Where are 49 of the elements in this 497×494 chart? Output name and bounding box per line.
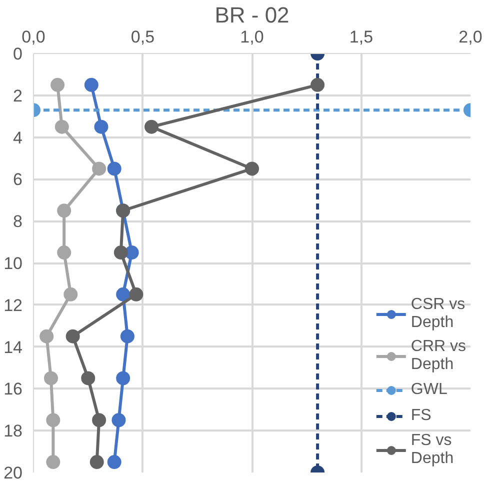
point: [129, 287, 144, 302]
chart-title: BR - 02: [214, 2, 290, 28]
x-tick-label: 1,0: [240, 28, 264, 46]
point: [310, 78, 325, 92]
y-tick-label: 8: [13, 212, 23, 232]
point: [245, 162, 259, 176]
point: [120, 329, 134, 344]
point: [50, 78, 65, 92]
point: [57, 204, 72, 218]
x-tick-label: 1,5: [349, 28, 374, 46]
legend-label: FS: [410, 407, 432, 425]
x-tick-label: 0,0: [22, 28, 46, 46]
legend-label: GWL: [410, 381, 448, 399]
point: [114, 246, 128, 260]
y-tick-label: 2: [13, 86, 23, 106]
y-tick-label: 16: [4, 380, 23, 399]
point: [92, 413, 106, 428]
point: [66, 329, 80, 344]
legend-label: CRR vs Depth: [410, 338, 466, 374]
legend-label: FS vs Depth: [410, 432, 454, 468]
point: [81, 371, 96, 386]
point: [107, 162, 122, 176]
point: [116, 371, 130, 386]
y-tick-label: 6: [13, 170, 23, 190]
x-tick-label: 0,5: [130, 28, 155, 46]
point: [57, 246, 72, 260]
y-tick-label: 12: [4, 296, 23, 315]
point: [64, 287, 78, 302]
point: [116, 287, 130, 302]
y-tick-label: 20: [4, 464, 23, 482]
y-tick-label: 0: [13, 44, 23, 64]
point: [90, 455, 104, 470]
y-tick-label: 4: [13, 128, 23, 148]
point: [92, 162, 106, 176]
point: [107, 455, 122, 470]
y-tick-label: 18: [4, 422, 23, 441]
point: [94, 120, 108, 134]
legend-label: CSR vs Depth: [410, 296, 466, 332]
x-tick-label: 2,0: [458, 28, 482, 46]
point: [40, 329, 54, 344]
point: [46, 413, 60, 428]
y-tick-label: 14: [4, 338, 23, 357]
point: [54, 120, 69, 134]
y-tick-label: 10: [4, 254, 23, 273]
point: [144, 120, 158, 134]
point: [84, 78, 98, 92]
point: [46, 455, 60, 470]
point: [44, 371, 58, 386]
point: [112, 413, 126, 428]
